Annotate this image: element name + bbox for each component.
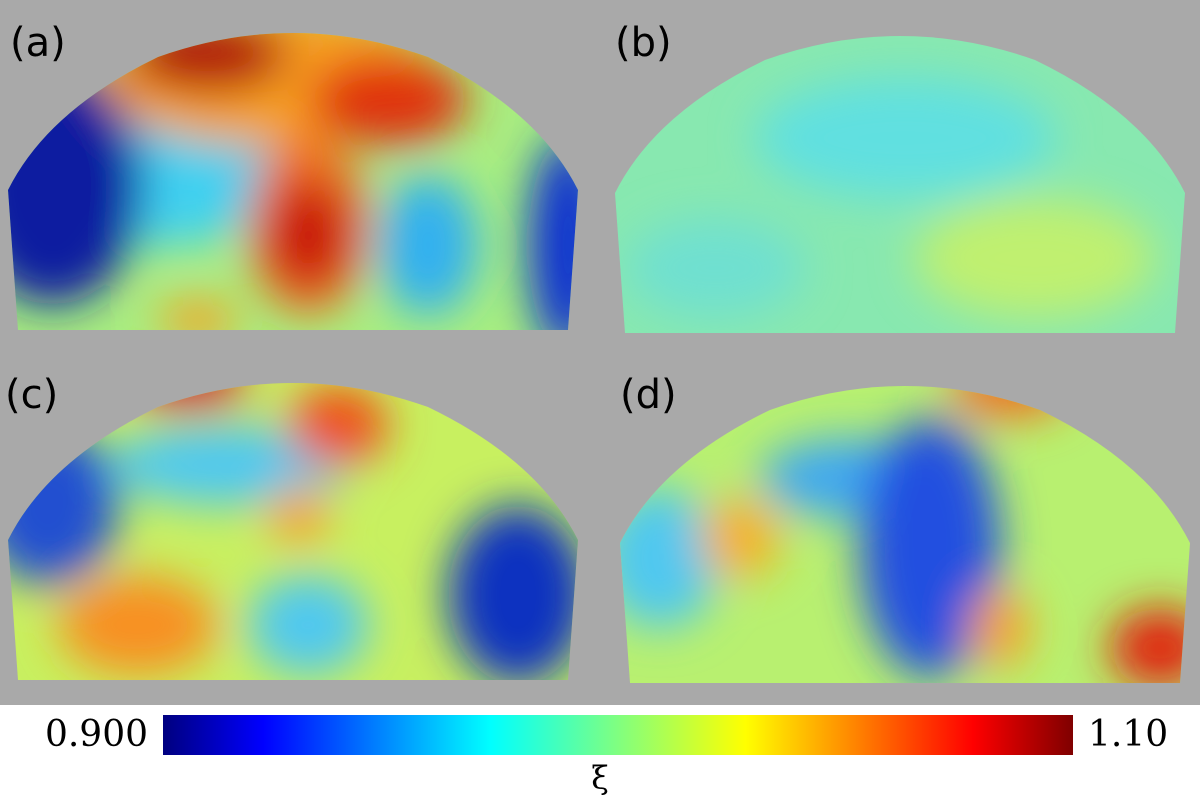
- colorbar-scale: [163, 715, 1073, 755]
- panel-label: (c): [5, 372, 58, 418]
- panel-label: (d): [620, 372, 677, 418]
- colorbar-tick-label: 0.900: [45, 714, 148, 755]
- panel-label: (b): [615, 20, 672, 66]
- colorbar: 0.900 1.10: [45, 714, 1168, 755]
- colorbar-label: ξ: [591, 759, 609, 797]
- colorbar-tick-label: 1.10: [1088, 714, 1168, 755]
- panel-label: (a): [10, 20, 66, 66]
